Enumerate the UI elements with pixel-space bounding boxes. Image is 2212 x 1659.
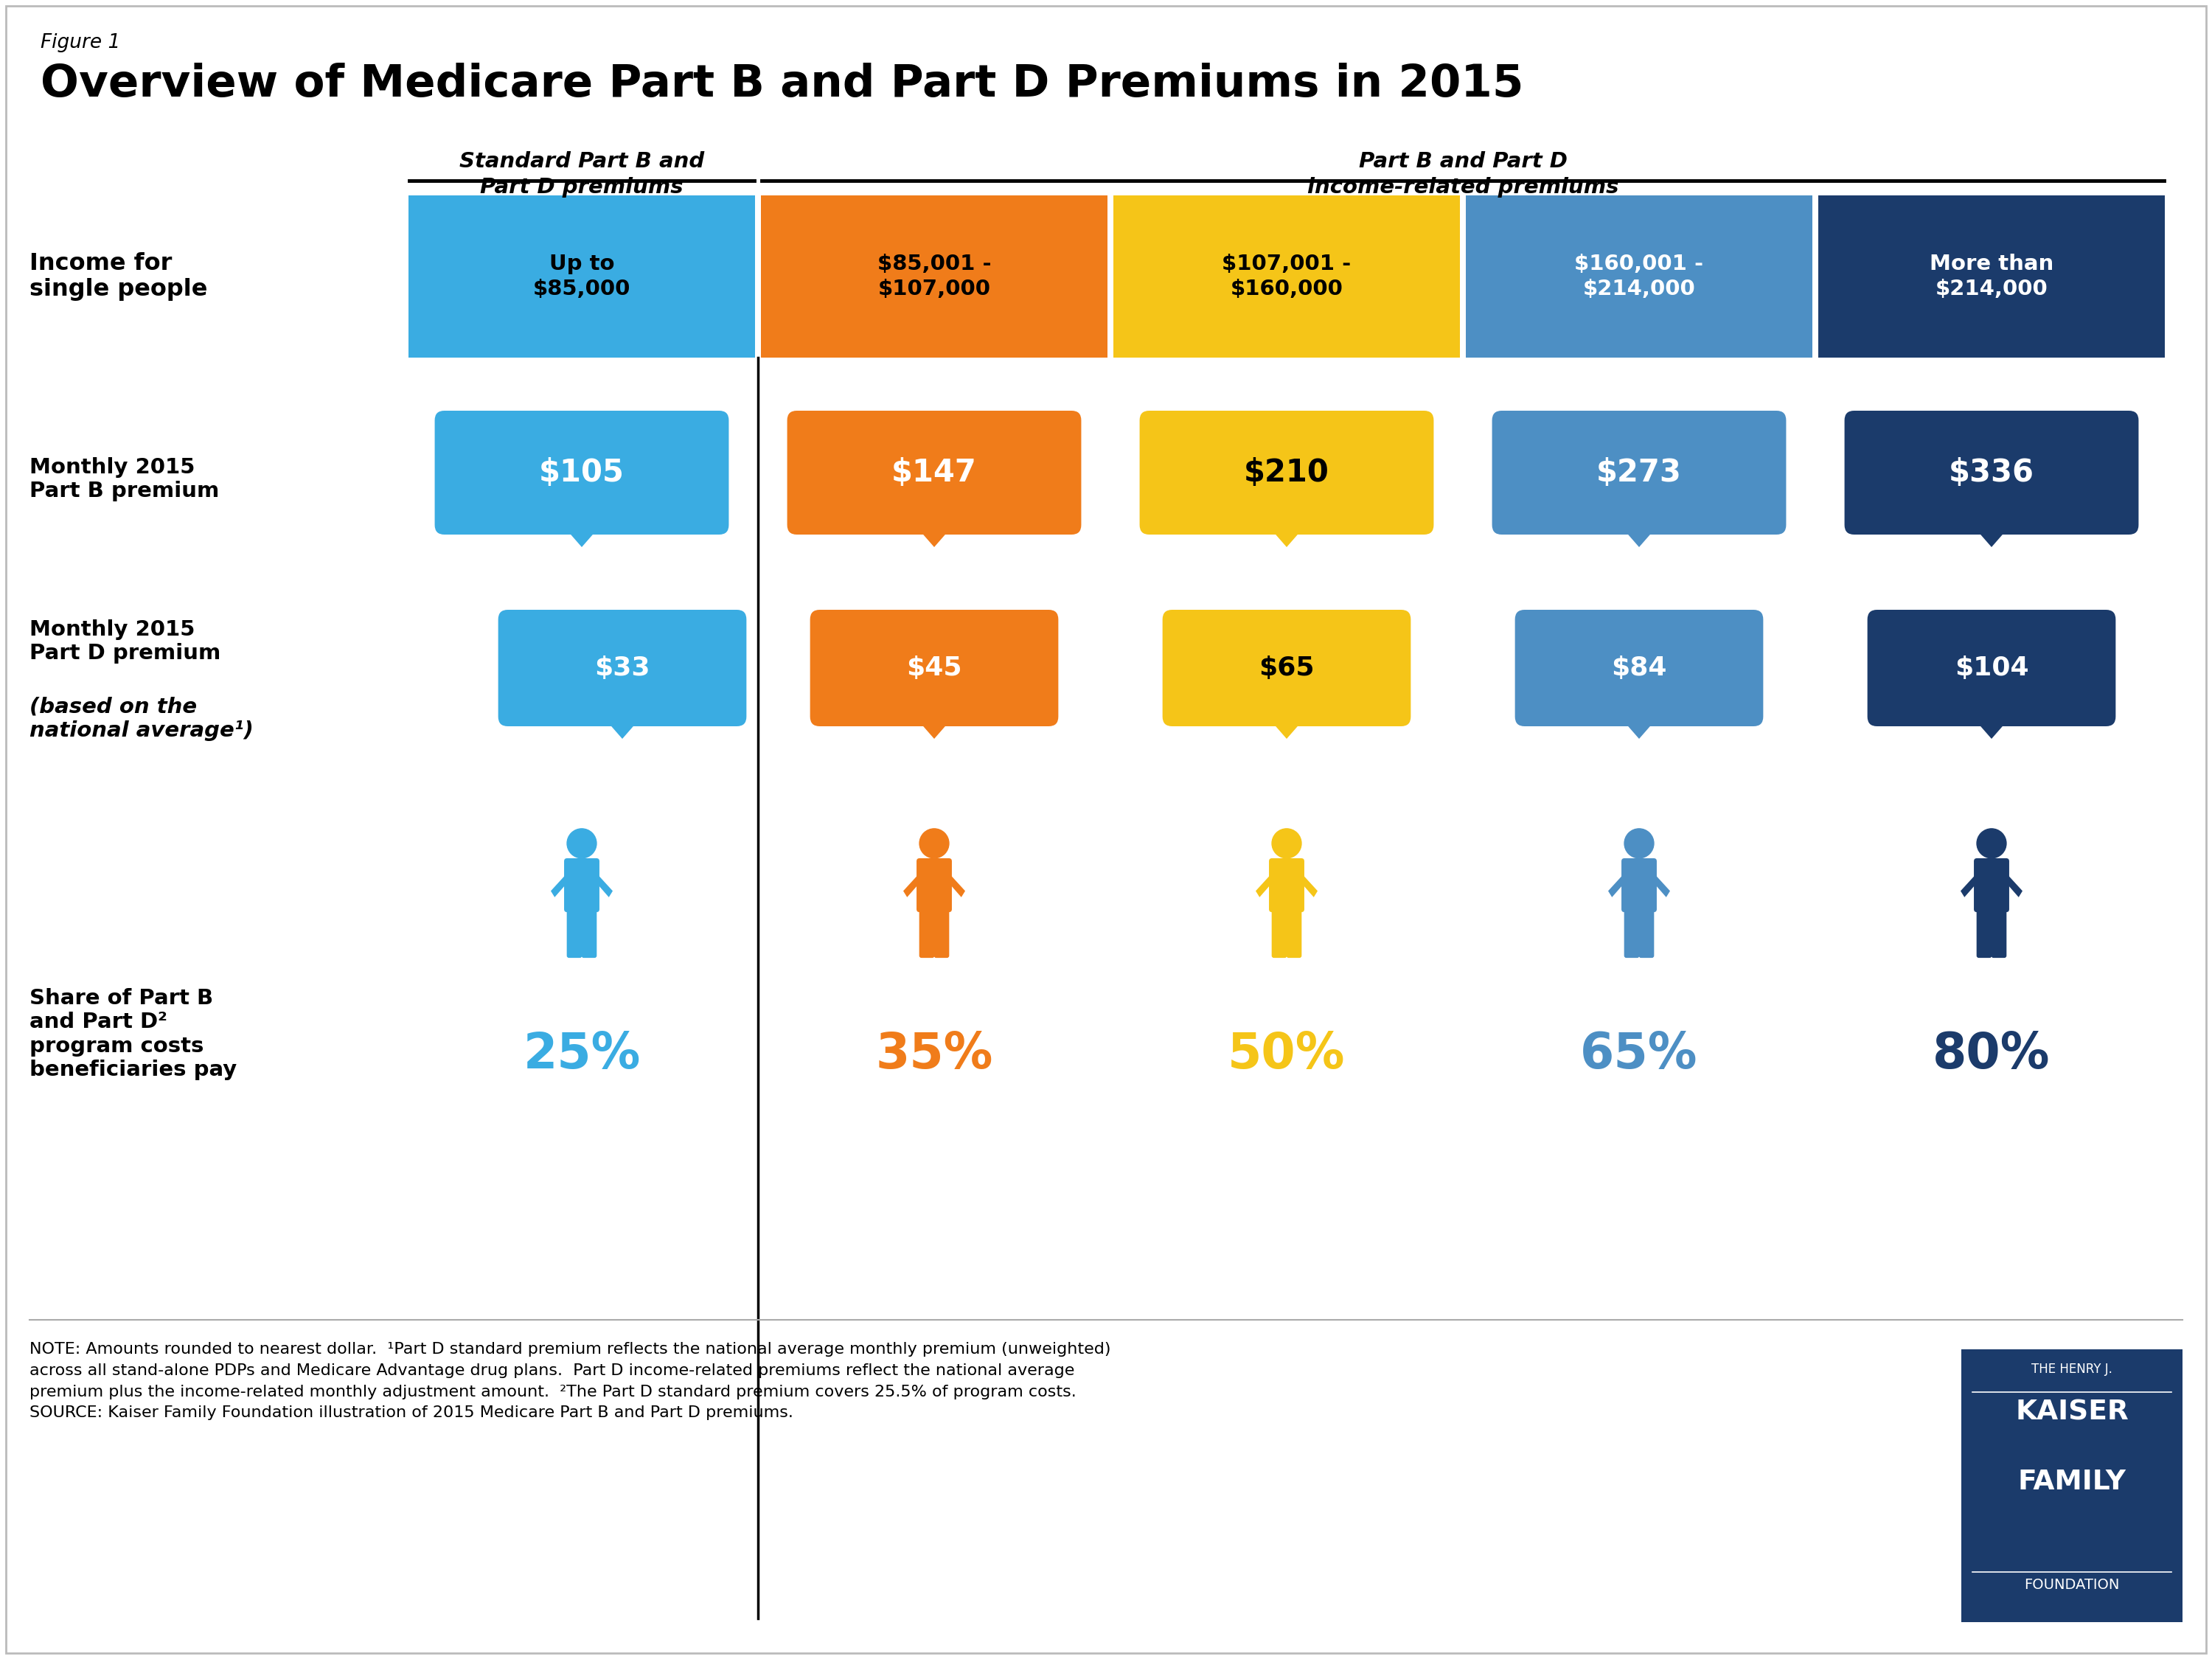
Text: Standard Part B and
Part D premiums: Standard Part B and Part D premiums (460, 151, 703, 197)
FancyBboxPatch shape (1624, 907, 1639, 957)
Text: Overview of Medicare Part B and Part D Premiums in 2015: Overview of Medicare Part B and Part D P… (40, 63, 1524, 106)
Polygon shape (2004, 873, 2022, 898)
Text: Figure 1: Figure 1 (40, 33, 119, 53)
Text: FAMILY: FAMILY (2017, 1468, 2126, 1495)
Polygon shape (1619, 524, 1659, 547)
FancyBboxPatch shape (1962, 1349, 2183, 1623)
FancyBboxPatch shape (1978, 907, 1991, 957)
FancyBboxPatch shape (933, 907, 949, 957)
FancyBboxPatch shape (1113, 196, 1460, 358)
Text: $104: $104 (1955, 655, 2028, 680)
Polygon shape (595, 873, 613, 898)
FancyBboxPatch shape (1493, 411, 1785, 534)
FancyBboxPatch shape (1991, 907, 2006, 957)
Text: Income for
single people: Income for single people (29, 252, 208, 302)
Text: Part B and Part D
income-related premiums: Part B and Part D income-related premium… (1307, 151, 1619, 197)
Polygon shape (551, 873, 568, 898)
Text: $84: $84 (1610, 655, 1668, 680)
Text: $45: $45 (907, 655, 962, 680)
Polygon shape (1256, 873, 1274, 898)
FancyBboxPatch shape (582, 907, 597, 957)
Circle shape (566, 830, 597, 858)
Text: 80%: 80% (1933, 1030, 2051, 1078)
Text: 65%: 65% (1579, 1030, 1699, 1078)
Text: $107,001 -
$160,000: $107,001 - $160,000 (1221, 254, 1352, 300)
Circle shape (920, 830, 949, 858)
Text: $273: $273 (1597, 458, 1681, 488)
FancyBboxPatch shape (1515, 611, 1763, 727)
FancyBboxPatch shape (920, 907, 933, 957)
Text: Up to
$85,000: Up to $85,000 (533, 254, 630, 300)
Text: FOUNDATION: FOUNDATION (2024, 1578, 2119, 1593)
Circle shape (1272, 830, 1301, 858)
Text: $160,001 -
$214,000: $160,001 - $214,000 (1575, 254, 1703, 300)
Text: $65: $65 (1259, 655, 1314, 680)
Text: 50%: 50% (1228, 1030, 1345, 1078)
Polygon shape (1619, 715, 1659, 738)
Text: $105: $105 (540, 458, 624, 488)
Text: More than
$214,000: More than $214,000 (1929, 254, 2053, 300)
FancyBboxPatch shape (1287, 907, 1301, 957)
Polygon shape (1971, 715, 2013, 738)
Circle shape (1624, 830, 1655, 858)
Polygon shape (1652, 873, 1670, 898)
FancyBboxPatch shape (916, 858, 951, 912)
FancyBboxPatch shape (566, 907, 582, 957)
Text: KAISER: KAISER (2015, 1400, 2128, 1427)
FancyBboxPatch shape (1467, 196, 1812, 358)
Polygon shape (1608, 873, 1626, 898)
FancyBboxPatch shape (787, 411, 1082, 534)
FancyBboxPatch shape (1639, 907, 1655, 957)
Text: $33: $33 (595, 655, 650, 680)
Text: (based on the
national average¹): (based on the national average¹) (29, 697, 254, 742)
Polygon shape (914, 715, 956, 738)
Text: THE HENRY J.: THE HENRY J. (2031, 1362, 2112, 1375)
Text: 35%: 35% (876, 1030, 993, 1078)
Text: $336: $336 (1949, 458, 2035, 488)
FancyBboxPatch shape (409, 196, 754, 358)
Polygon shape (902, 873, 922, 898)
Text: 25%: 25% (522, 1030, 641, 1078)
FancyBboxPatch shape (1270, 858, 1305, 912)
FancyBboxPatch shape (1139, 411, 1433, 534)
Polygon shape (1265, 524, 1307, 547)
FancyBboxPatch shape (1845, 411, 2139, 534)
Polygon shape (1960, 873, 1980, 898)
FancyBboxPatch shape (1272, 907, 1287, 957)
Polygon shape (1971, 524, 2013, 547)
FancyBboxPatch shape (810, 611, 1057, 727)
FancyBboxPatch shape (498, 611, 745, 727)
FancyBboxPatch shape (1973, 858, 2008, 912)
Text: $85,001 -
$107,000: $85,001 - $107,000 (878, 254, 991, 300)
Text: Monthly 2015
Part B premium: Monthly 2015 Part B premium (29, 456, 219, 501)
Circle shape (1978, 830, 2006, 858)
Text: $210: $210 (1243, 458, 1329, 488)
FancyBboxPatch shape (1621, 858, 1657, 912)
FancyBboxPatch shape (1818, 196, 2166, 358)
Polygon shape (947, 873, 964, 898)
Text: $147: $147 (891, 458, 978, 488)
FancyBboxPatch shape (564, 858, 599, 912)
Polygon shape (562, 524, 602, 547)
Polygon shape (1265, 715, 1307, 738)
FancyBboxPatch shape (761, 196, 1108, 358)
Text: Monthly 2015
Part D premium: Monthly 2015 Part D premium (29, 619, 221, 664)
Text: Share of Part B
and Part D²
program costs
beneficiaries pay: Share of Part B and Part D² program cost… (29, 989, 237, 1080)
FancyBboxPatch shape (1164, 611, 1411, 727)
Polygon shape (914, 524, 956, 547)
Polygon shape (1298, 873, 1318, 898)
Text: NOTE: Amounts rounded to nearest dollar.  ¹Part D standard premium reflects the : NOTE: Amounts rounded to nearest dollar.… (29, 1342, 1110, 1420)
Polygon shape (602, 715, 644, 738)
FancyBboxPatch shape (436, 411, 728, 534)
FancyBboxPatch shape (1867, 611, 2115, 727)
